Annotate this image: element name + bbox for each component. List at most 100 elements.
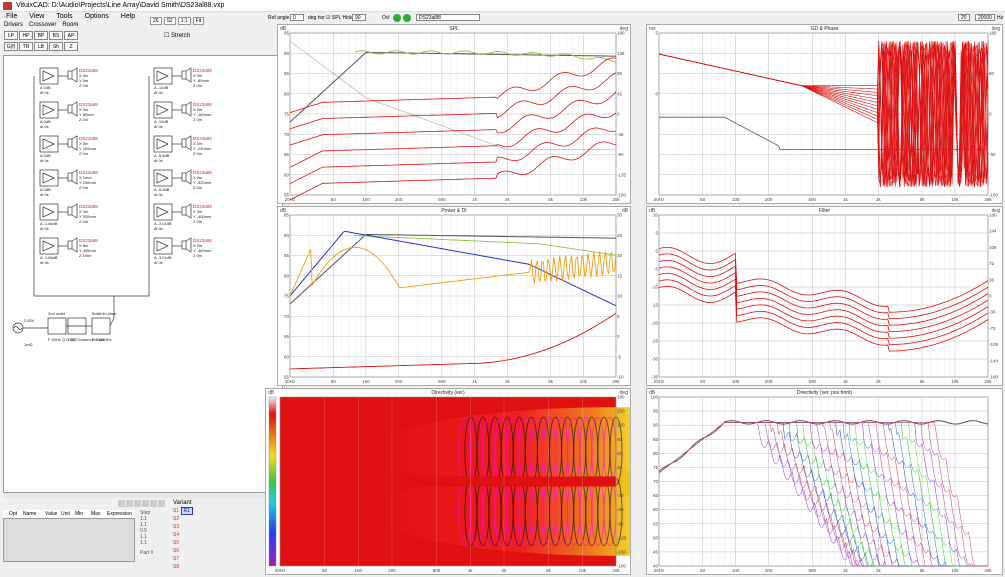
col-min: Min (75, 511, 84, 517)
x-tick-label: 100 (732, 568, 740, 573)
tool-button-lb[interactable]: LB (34, 42, 48, 51)
power-di-graph[interactable]: Power & DI dB dB 20Hz 50 100 200 500 1k 2k 5k 10… (277, 206, 631, 386)
view-button[interactable]: Fit (192, 17, 205, 25)
menu-tools[interactable]: Tools (56, 13, 73, 20)
directivity-map[interactable]: Directivity (ver) dB deg 20Hz 50 100 200 500… (265, 388, 631, 575)
x-tick-label: 200 (765, 197, 773, 202)
y-tick-label: 50 (653, 535, 659, 540)
gain-label: A -5.5dB (154, 187, 170, 192)
x-tick-label: 200 (765, 568, 773, 573)
range-low-input[interactable]: 20 (958, 14, 970, 21)
col-expression: Expression (107, 511, 132, 517)
sound-power-di-curve (290, 312, 617, 370)
tab-drivers[interactable]: Drivers (4, 22, 23, 28)
overlay-name-input[interactable]: DS23al88 (416, 14, 480, 21)
pos-y: Y 400mm (79, 248, 97, 253)
gd-phase-graph[interactable]: GD & Phase ms deg 20Hz 50 100 200 500 1k 2k 5k 1… (646, 24, 1003, 204)
y2-tick-label: 180 (989, 213, 997, 218)
amp-icon (156, 206, 169, 218)
view-button[interactable]: 26 (150, 17, 162, 25)
menu-options[interactable]: Options (84, 13, 109, 20)
plot-svg: 20Hz 50 100 200 500 1k 2k 5k 10k 20k50180900-90-1… (654, 31, 999, 203)
on-axis-curve (289, 234, 617, 305)
spl-graph[interactable]: SPL dB deg 20Hz 50 100 200 500 1k 2k 5k 10k 20k 95… (277, 24, 631, 204)
unit-right: deg (991, 208, 1000, 214)
tool-button-gf[interactable]: G(f) (4, 42, 18, 51)
x-tick-label: 1k (472, 379, 478, 384)
variant-item[interactable]: S3 (173, 524, 180, 530)
step-value[interactable]: 1.1 (140, 534, 147, 540)
y2-tick-label: 144 (989, 229, 997, 234)
pos-z: Z 0m (193, 185, 203, 190)
step-value[interactable]: 1.1 (140, 540, 147, 546)
tool-button-sh[interactable]: Sh (49, 42, 63, 51)
delay-label: dt 0s (154, 90, 163, 95)
y-tick-label: 85 (284, 253, 290, 258)
variant-selected[interactable]: R1 (180, 507, 193, 515)
x-tick-label: 5k (546, 568, 552, 573)
tool-button-z[interactable]: Z (64, 42, 78, 51)
opt-button[interactable] (158, 500, 165, 507)
tool-button-lp[interactable]: LP (4, 31, 18, 40)
pos-y: Y 240mm (79, 180, 97, 185)
x-tick-label: 20Hz (285, 379, 296, 384)
variant-item[interactable]: S8 (173, 564, 180, 570)
opt-button[interactable] (134, 500, 141, 507)
directivity-fr-graph[interactable]: Directivity (ver, pos front) dB 20Hz 50 10… (646, 388, 1003, 575)
menu-file[interactable]: File (6, 13, 18, 20)
spl-hide-checkbox[interactable]: ☑ SPL Hide (326, 15, 353, 21)
unit-left: dB (280, 208, 287, 214)
y-tick-label: -5 (654, 267, 658, 272)
delay-label: dt 0s (154, 226, 163, 231)
tool-button-tr[interactable]: TR (19, 42, 33, 51)
spl-hide-input[interactable]: 90 (352, 14, 366, 21)
opt-button[interactable] (118, 500, 125, 507)
stretch-checkbox[interactable]: ☐ Stretch (164, 33, 191, 39)
view-button[interactable]: 1:1 (177, 17, 191, 25)
tab-room[interactable]: Room (62, 22, 79, 28)
menu-help[interactable]: Help (120, 13, 136, 20)
listening-window-curve (355, 235, 617, 256)
tab-crossover[interactable]: Crossover (29, 22, 57, 28)
opt-button[interactable] (126, 500, 133, 507)
tool-button-bs[interactable]: BS (49, 31, 63, 40)
x-tick-label: 1k (472, 197, 478, 202)
schematic-hscrollbar[interactable] (3, 493, 284, 498)
variant-item[interactable]: S2 (173, 516, 180, 522)
filter-graph[interactable]: Filter dB deg 20Hz 50 100 200 500 1k 2k 5k 10k 20… (646, 206, 1003, 386)
driver-icon (67, 138, 73, 148)
ref-angle-input[interactable]: 0 (290, 14, 304, 21)
x-tick-label: 2k (876, 379, 882, 384)
variant-item[interactable]: S4 (173, 532, 180, 538)
driver-icon (181, 104, 187, 114)
step-value[interactable]: 1.1 (140, 522, 147, 528)
amp-icon (42, 172, 55, 184)
range-high-input[interactable]: 20000 (975, 14, 995, 21)
color-scale (268, 396, 277, 567)
opt-button[interactable] (142, 500, 149, 507)
unit-right: deg (619, 26, 628, 32)
remove-overlay-icon[interactable] (403, 14, 411, 22)
y2-tick-label: 60 (617, 451, 623, 456)
step-value[interactable]: 0.5 (140, 528, 147, 534)
variant-item[interactable]: S1 R1 (173, 507, 198, 515)
variant-item[interactable]: S7 (173, 556, 180, 562)
tool-button-hp[interactable]: HP (19, 31, 33, 40)
y2-tick-label: -30 (617, 493, 624, 498)
tab-strip: Drivers Crossover Room (4, 22, 84, 31)
sine-icon (13, 326, 23, 330)
tool-button-bp[interactable]: BP (34, 31, 48, 40)
tool-button-ap[interactable]: AP (64, 31, 78, 40)
y2-tick-label: -135 (617, 172, 627, 177)
schematic-canvas[interactable]: A 0dB dt 0s DS23a88 X 0m Y 0m Z 0m A 0dB dt 0s D… (3, 55, 283, 493)
add-overlay-icon[interactable] (393, 14, 401, 22)
opt-button[interactable] (150, 500, 157, 507)
step-value[interactable]: 1.1 (140, 516, 147, 522)
menu-view[interactable]: View (29, 13, 45, 20)
variant-item[interactable]: S6 (173, 548, 180, 554)
source-label: 2.83V (24, 318, 35, 323)
view-button[interactable]: S2 (163, 17, 176, 25)
unit-left: dB (649, 208, 656, 214)
variant-item[interactable]: S5 (173, 540, 180, 546)
